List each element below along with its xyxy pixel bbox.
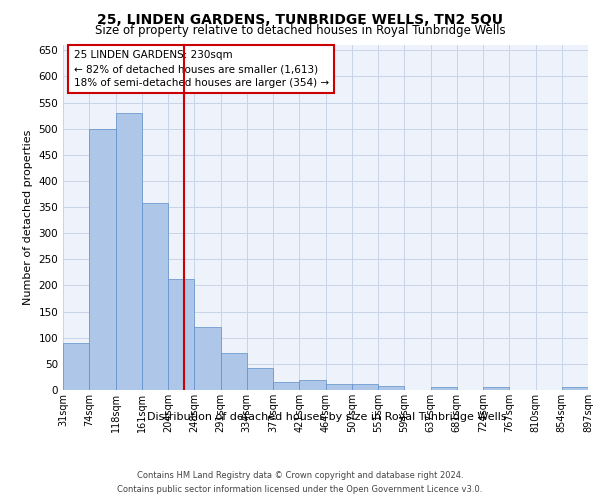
Bar [63, 343, 89, 390]
Bar [483, 388, 509, 390]
Bar [115, 113, 142, 390]
Bar [89, 128, 115, 390]
Bar [299, 380, 325, 390]
Bar [221, 354, 247, 390]
Bar [247, 368, 273, 390]
Bar [142, 203, 168, 390]
Text: Distribution of detached houses by size in Royal Tunbridge Wells: Distribution of detached houses by size … [147, 412, 507, 422]
Bar [273, 382, 299, 390]
Bar [562, 388, 588, 390]
Bar [352, 384, 378, 390]
Text: 25 LINDEN GARDENS: 230sqm
← 82% of detached houses are smaller (1,613)
18% of se: 25 LINDEN GARDENS: 230sqm ← 82% of detac… [74, 50, 329, 88]
Bar [194, 328, 221, 390]
Bar [168, 278, 194, 390]
Text: 25, LINDEN GARDENS, TUNBRIDGE WELLS, TN2 5QU: 25, LINDEN GARDENS, TUNBRIDGE WELLS, TN2… [97, 12, 503, 26]
Text: Contains HM Land Registry data © Crown copyright and database right 2024.
Contai: Contains HM Land Registry data © Crown c… [118, 472, 482, 494]
Text: Size of property relative to detached houses in Royal Tunbridge Wells: Size of property relative to detached ho… [95, 24, 505, 37]
Y-axis label: Number of detached properties: Number of detached properties [23, 130, 33, 305]
Bar [325, 384, 352, 390]
Bar [378, 386, 404, 390]
Bar [431, 388, 457, 390]
